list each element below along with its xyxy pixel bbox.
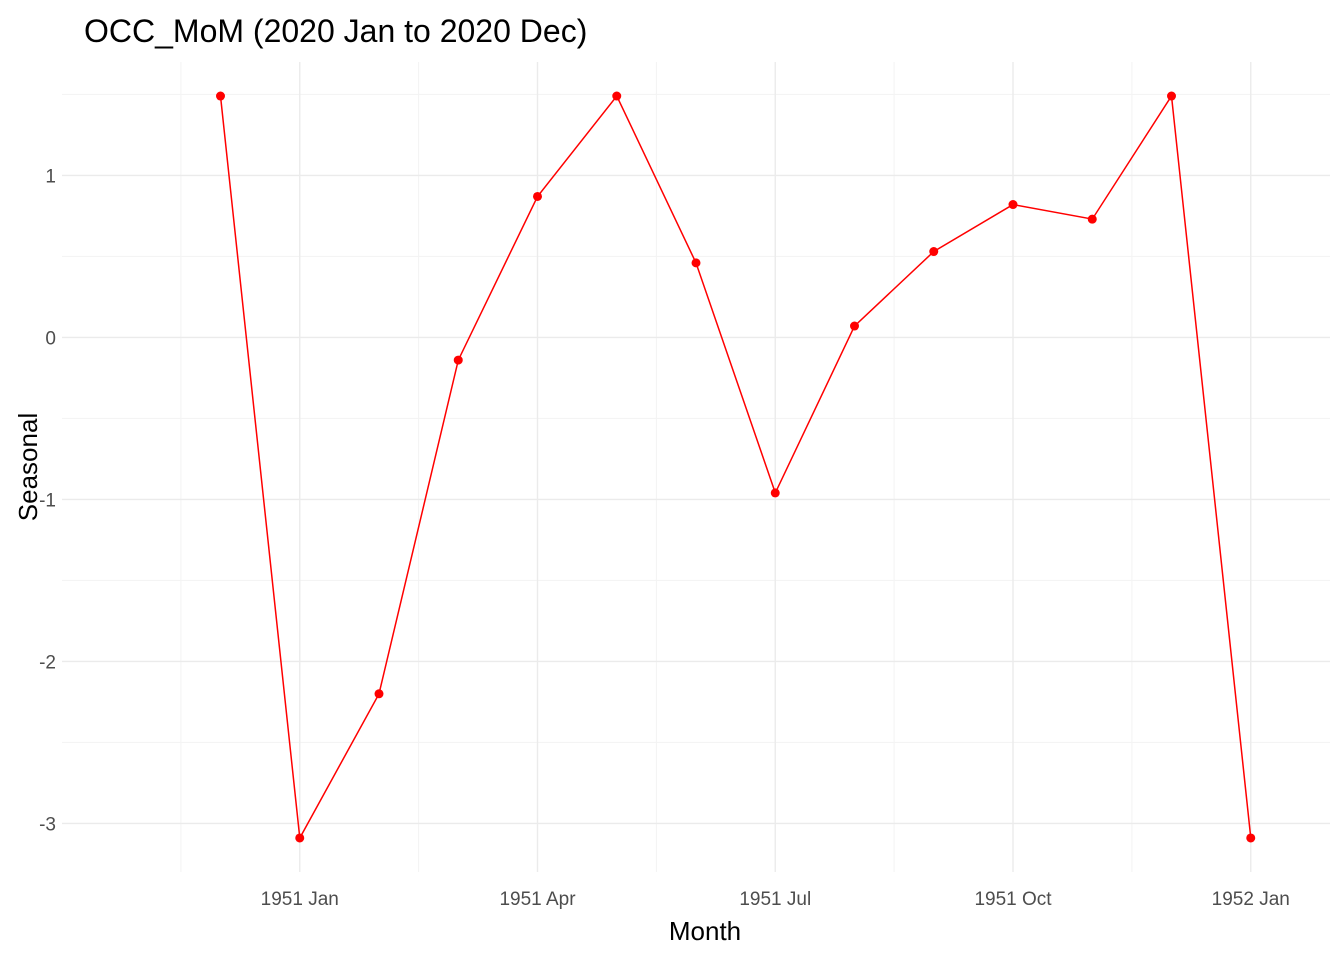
chart-title: OCC_MoM (2020 Jan to 2020 Dec) bbox=[84, 13, 587, 49]
data-point bbox=[1167, 91, 1176, 101]
y-tick-label: 1 bbox=[45, 166, 56, 187]
data-point bbox=[1246, 833, 1256, 843]
y-tick-label: -3 bbox=[39, 814, 56, 835]
y-axis-title: Seasonal bbox=[13, 413, 43, 521]
data-point bbox=[1087, 214, 1097, 224]
data-point bbox=[216, 91, 225, 101]
x-axis-ticks: 1951 Jan 1951 Apr 1951 Jul 1951 Oct 1952 Jan bbox=[261, 889, 1290, 910]
y-axis-ticks: -3 -2 -1 0 1 bbox=[39, 166, 56, 835]
x-tick-label: 1951 Oct bbox=[974, 889, 1052, 910]
x-tick-label: 1951 Jul bbox=[739, 889, 811, 910]
y-tick-label: -1 bbox=[39, 490, 56, 511]
y-tick-label: 0 bbox=[45, 328, 56, 349]
data-point bbox=[295, 833, 305, 843]
major-gridlines bbox=[62, 62, 1330, 872]
x-tick-label: 1952 Jan bbox=[1212, 889, 1290, 910]
data-point bbox=[612, 91, 622, 101]
x-tick-label: 1951 Apr bbox=[499, 889, 576, 910]
data-point bbox=[374, 689, 384, 699]
data-point bbox=[691, 258, 701, 268]
series-line bbox=[219, 93, 1252, 841]
minor-gridlines bbox=[62, 62, 1330, 872]
data-points bbox=[216, 91, 1256, 843]
data-point bbox=[850, 321, 859, 331]
data-point bbox=[770, 488, 780, 498]
y-tick-label: -2 bbox=[39, 652, 56, 673]
data-point bbox=[453, 355, 463, 365]
data-point bbox=[533, 191, 542, 201]
x-tick-label: 1951 Jan bbox=[261, 889, 339, 910]
x-axis-title: Month bbox=[669, 916, 741, 946]
data-point bbox=[929, 247, 939, 257]
data-point bbox=[1008, 200, 1018, 210]
